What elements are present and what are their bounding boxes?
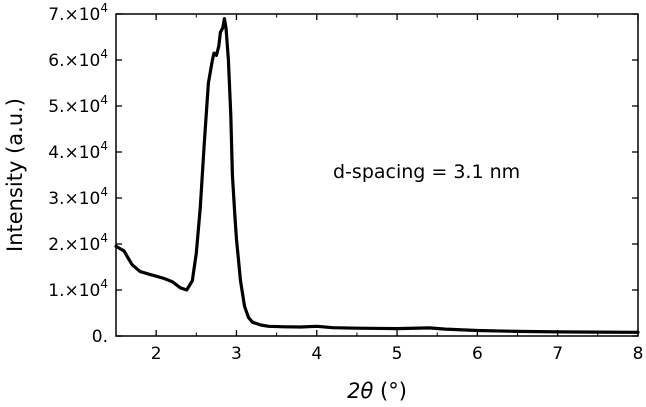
x-axis-label: 2θ (°) bbox=[347, 379, 407, 403]
y-tick-label: 0. bbox=[92, 327, 108, 347]
x-tick-label: 3 bbox=[231, 344, 242, 364]
y-tick-label: 5.×104 bbox=[48, 93, 108, 117]
x-tick-label: 4 bbox=[311, 344, 322, 364]
plot-frame bbox=[115, 13, 639, 337]
d-spacing-annotation: d-spacing = 3.1 nm bbox=[333, 161, 520, 183]
series-line bbox=[114, 17, 640, 334]
y-tick-labels: 0. 1.×104 2.×104 3.×104 4.×104 5.×104 6.×104 7.… bbox=[48, 1, 108, 347]
x-tick-label: 5 bbox=[392, 344, 403, 364]
y-tick-label: 2.×104 bbox=[48, 231, 108, 255]
x-tick-label: 2 bbox=[151, 344, 162, 364]
x-tick-label: 6 bbox=[472, 344, 483, 364]
y-tick-label: 4.×104 bbox=[48, 139, 108, 163]
y-tick-label: 3.×104 bbox=[48, 185, 108, 209]
x-tick-labels: 2 3 4 5 6 7 8 bbox=[151, 344, 644, 364]
y-axis-label: Intensity (a.u.) bbox=[3, 98, 27, 252]
y-tick-label: 1.×104 bbox=[48, 277, 108, 301]
y-tick-label: 7.×104 bbox=[48, 1, 108, 25]
x-tick-label: 7 bbox=[552, 344, 563, 364]
y-tick-label: 6.×104 bbox=[48, 47, 108, 71]
x-tick-label: 8 bbox=[633, 344, 644, 364]
